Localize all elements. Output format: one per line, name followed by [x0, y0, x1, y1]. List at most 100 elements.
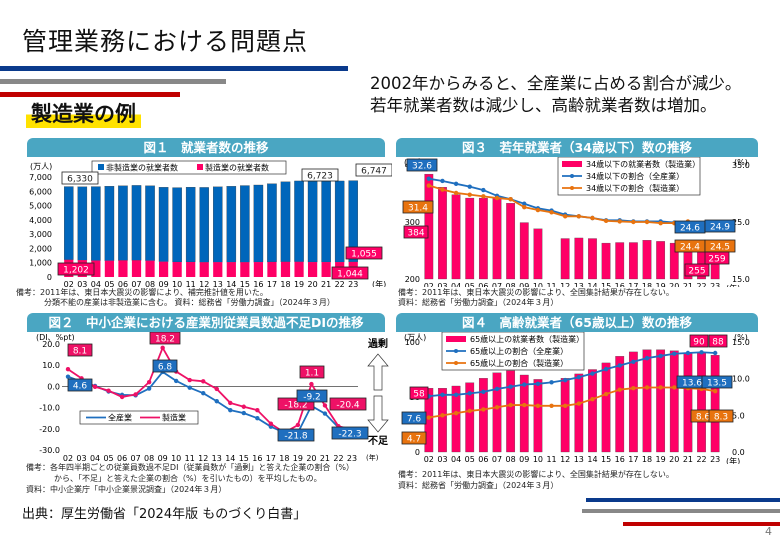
- divider-navy: [0, 66, 348, 71]
- source-citation: 出典：厚生労働省「2024年版 ものづくり白書」: [22, 507, 307, 522]
- fig4-label-22: 90: [693, 338, 705, 348]
- fig3-label-23: 24.9: [710, 223, 730, 233]
- fig1-chart: (万人) 0 1,000 2,000 3,000 4,000 5,000 6,000 7,000…: [29, 160, 392, 287]
- fig2-label-20: -9.2: [303, 393, 321, 403]
- fig4-point-mfg: [467, 408, 472, 414]
- fig3-bar: [451, 194, 461, 280]
- fig4-point-all: [644, 355, 650, 361]
- fig1-legend-swatch-mfg: [197, 164, 203, 170]
- fig3-point-mfg: [522, 204, 527, 210]
- fig4-bar: [519, 374, 529, 453]
- fig2-label-02-box: [67, 343, 93, 357]
- fig1-legend-swatch-nonmfg: [98, 164, 104, 170]
- fig2-label-18-box: [277, 428, 315, 442]
- fig2-point-all: [173, 378, 179, 384]
- fig4-note-2: 資料：総務省「労働力調査」（2024年３月）: [398, 481, 559, 490]
- fig1-bar-mfg: [226, 262, 236, 277]
- fig1-bar-nonmfg: [91, 186, 101, 261]
- fig1-x-tick: 23: [348, 280, 358, 287]
- fig4-x-unit: (年): [726, 456, 740, 464]
- fig3-x-tick: 14: [587, 282, 597, 287]
- fig3-bar: [560, 238, 570, 280]
- fig4-bar: [560, 378, 570, 453]
- fig4-legend-all: 65歳以上の割合（全産業）: [470, 346, 568, 356]
- fig2-x-tick: 21: [320, 454, 330, 463]
- divider-gray: [0, 79, 226, 84]
- fig3-point-mfg: [535, 207, 541, 213]
- fig2-label-02: 4.6: [73, 382, 88, 392]
- fig1-y-tick: 2,000: [29, 244, 52, 253]
- fig3-bar: [669, 242, 679, 280]
- fig4-x-tick: 07: [492, 455, 502, 464]
- fig2-legend: [79, 410, 199, 425]
- fig1-bar-mfg: [199, 262, 209, 277]
- fig4-point-all: [508, 384, 513, 389]
- fig4-legend-marker-mfg: [454, 361, 458, 365]
- fig2-x-tick: 20: [306, 454, 316, 463]
- fig1-y-tick: 7,000: [29, 173, 52, 182]
- fig4-y-tick: 100: [405, 338, 420, 347]
- fig4-point-mfg: [644, 385, 650, 390]
- fig1-bar-nonmfg: [77, 186, 88, 261]
- fig1-label-total-02-box: [61, 171, 99, 185]
- fig1-label-total-02: 6,330: [67, 175, 93, 185]
- fig2-point-all: [241, 410, 247, 416]
- fig4-line-mfg: [428, 386, 716, 419]
- fig3-x-tick: 09: [519, 282, 529, 287]
- fig4-legend-mfg: 65歳以上の割合（製造業）: [470, 358, 568, 368]
- fig4-point-all: [590, 371, 595, 376]
- fig2-x-tick: 08: [144, 454, 154, 463]
- fig1-bar-mfg: [104, 260, 115, 277]
- fig4-label-23: 8.3: [714, 413, 728, 423]
- fig2-x-tick: 13: [212, 454, 222, 463]
- fig3-x-tick: 13: [574, 282, 584, 287]
- fig1-bar-nonmfg: [280, 181, 291, 263]
- fig1-bar-mfg: [91, 260, 101, 277]
- fig2-x-tick: 16: [252, 454, 262, 463]
- fig1-x-tick: 04: [91, 280, 101, 287]
- fig2-y-tick: 0.0: [47, 382, 60, 391]
- fig3-y2-tick: 35.0: [732, 161, 750, 170]
- fig3-x-tick: 02: [424, 282, 434, 287]
- fig4-x-tick: 09: [519, 455, 529, 464]
- fig4-label-02-box: [401, 411, 427, 425]
- footer-divider-gray: [582, 509, 780, 513]
- fig1-x-tick: 20: [307, 280, 317, 287]
- fig4-point-all: [699, 350, 704, 355]
- fig1-legend-mfg: 製造業の就業者数: [205, 163, 269, 173]
- fig2-label-09-box: [152, 359, 178, 373]
- footer-divider-red: [623, 522, 780, 526]
- fig1-bar-mfg: [118, 260, 128, 277]
- fig4-y-tick: 0: [415, 448, 420, 457]
- fig4-point-all: [685, 350, 691, 356]
- fig3-note-1: 備考：2011年は、東日本大震災の影響により、全国集計結果が存在しない。: [398, 288, 674, 297]
- fig4-y2-tick: 10.0: [732, 375, 750, 384]
- fig3-point-mfg: [658, 220, 663, 226]
- fig2-point-mfg: [255, 407, 260, 413]
- fig4-label-22: 13.6: [682, 379, 702, 389]
- fig4-point-mfg: [712, 388, 718, 394]
- fig2-x-tick: 02: [63, 454, 73, 463]
- fig1-x-tick: 08: [145, 280, 155, 287]
- fig2-label-09: 6.8: [158, 363, 173, 373]
- fig4-point-mfg: [617, 387, 622, 392]
- fig3-bar: [615, 242, 625, 280]
- fig4-point-all: [440, 392, 445, 397]
- fig3-x-tick: 18: [642, 282, 652, 287]
- fig3-point-mfg: [440, 187, 445, 192]
- fig2-point-all: [187, 385, 192, 390]
- excess-label: 過剰: [367, 337, 388, 350]
- fig2-point-all: [214, 399, 219, 404]
- fig4-point-mfg: [658, 385, 663, 390]
- fig3-point-all: [481, 187, 486, 193]
- fig1-x-tick: 15: [240, 280, 250, 287]
- fig2-x-tick: 11: [185, 454, 195, 463]
- fig4-point-all: [549, 380, 554, 385]
- fig4-point-mfg: [481, 407, 486, 412]
- fig2-point-mfg: [322, 403, 328, 408]
- fig1-x-tick: 06: [118, 280, 128, 287]
- fig4-point-mfg: [494, 405, 500, 410]
- fig4-bar: [506, 370, 516, 453]
- fig3-point-mfg: [467, 192, 472, 197]
- fig1-y-tick: 4,000: [29, 216, 52, 225]
